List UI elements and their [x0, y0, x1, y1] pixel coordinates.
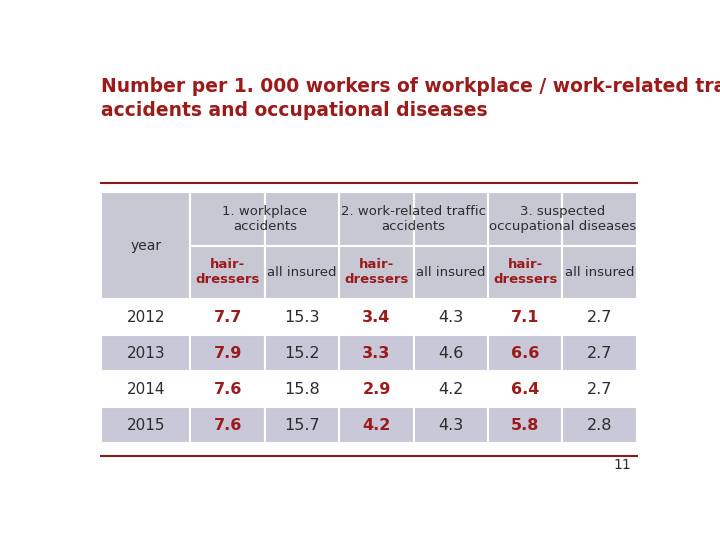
- Bar: [488, 335, 562, 372]
- Text: Number per 1. 000 workers of workplace / work-related traffic
accidents and occu: Number per 1. 000 workers of workplace /…: [101, 77, 720, 120]
- Bar: [339, 299, 413, 335]
- Text: 2.9: 2.9: [362, 382, 391, 397]
- Text: 5.8: 5.8: [511, 418, 539, 433]
- Bar: [265, 407, 339, 443]
- Text: 7.9: 7.9: [213, 346, 242, 361]
- Bar: [190, 407, 265, 443]
- Text: 4.2: 4.2: [362, 418, 391, 433]
- Bar: [488, 246, 562, 300]
- Text: 4.3: 4.3: [438, 310, 464, 325]
- Bar: [101, 299, 190, 335]
- Bar: [413, 407, 488, 443]
- Bar: [265, 372, 339, 407]
- Text: 2014: 2014: [127, 382, 165, 397]
- Bar: [265, 192, 339, 246]
- Text: 4.2: 4.2: [438, 382, 464, 397]
- Text: 7.7: 7.7: [213, 310, 242, 325]
- Bar: [413, 192, 488, 246]
- Bar: [562, 407, 636, 443]
- Text: 1. workplace
accidents: 1. workplace accidents: [222, 205, 307, 233]
- Text: 7.6: 7.6: [213, 382, 242, 397]
- Bar: [562, 372, 636, 407]
- Text: 15.7: 15.7: [284, 418, 320, 433]
- Text: 4.6: 4.6: [438, 346, 464, 361]
- Text: 7.6: 7.6: [213, 418, 242, 433]
- Text: 7.1: 7.1: [511, 310, 539, 325]
- Bar: [190, 372, 265, 407]
- Text: all insured: all insured: [565, 266, 634, 279]
- Bar: [339, 335, 413, 372]
- Text: 15.8: 15.8: [284, 382, 320, 397]
- Bar: [413, 372, 488, 407]
- Text: 6.4: 6.4: [511, 382, 539, 397]
- Text: 2015: 2015: [127, 418, 165, 433]
- Text: 3.4: 3.4: [362, 310, 391, 325]
- Text: 2013: 2013: [127, 346, 165, 361]
- Text: 11: 11: [613, 458, 631, 472]
- Text: 2012: 2012: [127, 310, 165, 325]
- Text: 4.3: 4.3: [438, 418, 464, 433]
- Bar: [339, 192, 413, 246]
- Text: hair-
dressers: hair- dressers: [344, 259, 409, 287]
- Text: year: year: [130, 239, 161, 253]
- Bar: [488, 407, 562, 443]
- Text: 15.2: 15.2: [284, 346, 320, 361]
- Bar: [488, 299, 562, 335]
- Bar: [101, 335, 190, 372]
- Bar: [562, 299, 636, 335]
- Bar: [190, 246, 265, 300]
- Text: 2.7: 2.7: [587, 346, 612, 361]
- Bar: [265, 335, 339, 372]
- Bar: [413, 246, 488, 300]
- Bar: [413, 299, 488, 335]
- Text: 3.3: 3.3: [362, 346, 391, 361]
- Bar: [101, 407, 190, 443]
- Text: all insured: all insured: [267, 266, 337, 279]
- Bar: [101, 192, 190, 299]
- Text: 2.8: 2.8: [587, 418, 613, 433]
- Bar: [190, 335, 265, 372]
- Bar: [265, 246, 339, 300]
- Text: all insured: all insured: [416, 266, 485, 279]
- Bar: [488, 192, 562, 246]
- Text: hair-
dressers: hair- dressers: [195, 259, 260, 287]
- Bar: [190, 299, 265, 335]
- Text: 6.6: 6.6: [511, 346, 539, 361]
- Bar: [562, 335, 636, 372]
- Bar: [190, 192, 265, 246]
- Bar: [265, 299, 339, 335]
- Bar: [562, 246, 636, 300]
- Text: 2.7: 2.7: [587, 310, 612, 325]
- Bar: [339, 407, 413, 443]
- Text: 3. suspected
occupational diseases: 3. suspected occupational diseases: [489, 205, 636, 233]
- Text: 2. work-related traffic
accidents: 2. work-related traffic accidents: [341, 205, 486, 233]
- Text: 15.3: 15.3: [284, 310, 320, 325]
- Bar: [339, 246, 413, 300]
- Text: hair-
dressers: hair- dressers: [493, 259, 557, 287]
- Bar: [488, 372, 562, 407]
- Bar: [101, 372, 190, 407]
- Bar: [413, 335, 488, 372]
- Bar: [339, 372, 413, 407]
- Bar: [562, 192, 636, 246]
- Text: 2.7: 2.7: [587, 382, 612, 397]
